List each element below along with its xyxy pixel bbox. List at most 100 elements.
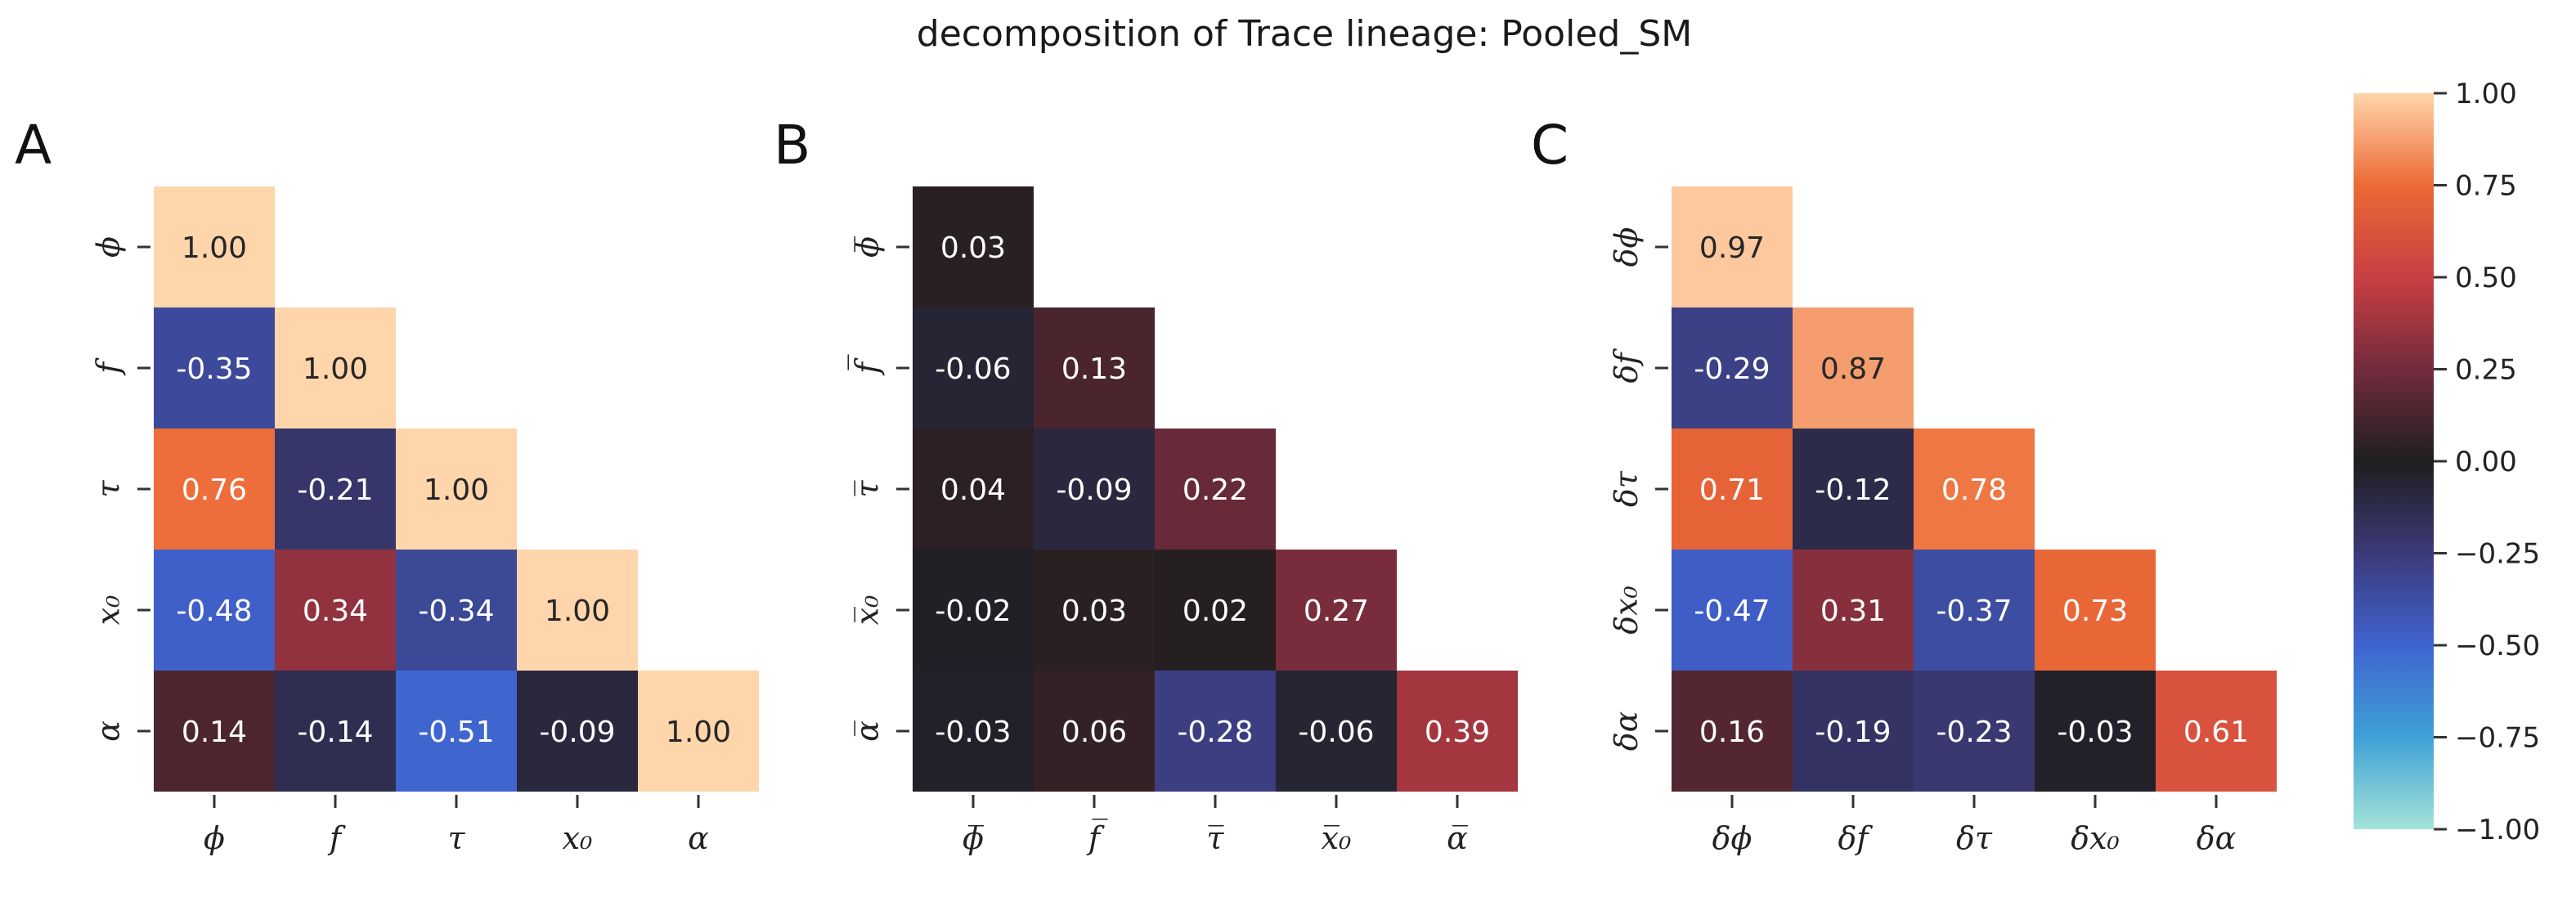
cell-value-label: 1.00: [545, 595, 610, 628]
colorbar-tick-label: 0.00: [2455, 446, 2517, 478]
x-tick-label: τ̅: [1206, 820, 1224, 856]
y-tick-label: δτ: [1609, 470, 1645, 507]
x-tick-label: δf: [1838, 820, 1874, 856]
heatmap-cell: [1793, 307, 1914, 429]
cell-value-label: -0.09: [1056, 473, 1132, 507]
colorbar-tick-label: 1.00: [2455, 78, 2517, 110]
cell-value-label: 0.76: [182, 473, 247, 507]
cell-value-label: -0.09: [539, 716, 615, 749]
heatmap-cell: [154, 429, 275, 550]
heatmap-cell: [154, 307, 275, 429]
heatmap-cell: [913, 671, 1034, 792]
y-tick-label: δϕ: [1609, 227, 1645, 267]
heatmap-cell: [396, 550, 517, 671]
panel-letter-b: B: [774, 114, 810, 177]
heatmap-cell: [1672, 186, 1793, 307]
cell-value-label: 0.61: [2183, 716, 2249, 749]
cell-value-label: 0.31: [1820, 595, 1886, 628]
heatmap-cell: [1034, 307, 1155, 429]
y-tick-label: δα: [1609, 711, 1645, 752]
cell-value-label: 0.34: [303, 595, 368, 628]
y-tick-label: ϕ: [91, 236, 127, 258]
x-tick-label: x₀: [563, 820, 593, 856]
cell-value-label: 0.27: [1304, 595, 1369, 628]
cell-value-label: -0.03: [935, 716, 1011, 749]
x-tick-label: f̅: [1086, 819, 1108, 856]
heatmap-cell: [1155, 429, 1276, 550]
y-tick-label: δx₀: [1609, 586, 1645, 635]
heatmap-cell: [154, 186, 275, 307]
y-tick-label: ϕ̅: [850, 236, 886, 258]
heatmap-cell: [517, 550, 638, 671]
heatmap-cell: [1397, 671, 1518, 792]
heatmap-cell: [1672, 550, 1793, 671]
cell-value-label: 0.02: [1183, 595, 1248, 628]
heatmap-cell: [1276, 550, 1397, 671]
heatmap-cell: [275, 307, 396, 429]
y-tick-label: τ: [91, 480, 127, 498]
x-tick-label: ϕ: [204, 820, 225, 856]
colorbar-tick-label: −0.75: [2455, 722, 2540, 755]
heatmap-cell: [517, 671, 638, 792]
cell-value-label: -0.02: [935, 595, 1011, 628]
cell-value-label: 1.00: [666, 716, 731, 749]
cell-value-label: -0.47: [1694, 595, 1770, 628]
cell-value-label: 1.00: [303, 352, 368, 386]
cell-value-label: -0.34: [418, 595, 494, 628]
heatmap-cell: [1793, 550, 1914, 671]
heatmap-cell: [913, 307, 1034, 429]
colorbar-tick-label: −1.00: [2455, 814, 2540, 846]
cell-value-label: -0.28: [1177, 716, 1253, 749]
x-tick-label: α: [688, 820, 709, 856]
cell-value-label: -0.23: [1936, 716, 2012, 749]
heatmap-cell: [154, 550, 275, 671]
y-tick-label: f̅: [847, 355, 885, 377]
cell-value-label: 0.22: [1183, 473, 1248, 507]
cell-value-label: 0.14: [182, 716, 247, 749]
x-tick-label: x̅₀: [1322, 820, 1352, 856]
heatmap-cell: [1155, 550, 1276, 671]
heatmap-cell: [2035, 671, 2156, 792]
y-tick-label: α: [91, 720, 127, 742]
panel-a: A 1.00 -0.35 1.00 0.76 -0.21 1.00 -0.48 0.34 -0.3…: [15, 114, 759, 856]
heatmap-cell: [1914, 429, 2035, 550]
y-tick-label: x₀: [91, 595, 127, 626]
colorbar-tick-label: 0.25: [2455, 354, 2517, 387]
cell-value-label: -0.51: [418, 716, 494, 749]
figure-title: decomposition of Trace lineage: Pooled_S…: [917, 13, 1692, 55]
panel-letter-c: C: [1531, 114, 1568, 177]
cell-value-label: -0.03: [2057, 716, 2133, 749]
cell-value-label: 0.04: [940, 473, 1006, 507]
cell-value-label: 0.16: [1699, 716, 1765, 749]
cell-value-label: -0.14: [297, 716, 373, 749]
cell-value-label: -0.48: [176, 595, 252, 628]
panel-c: C 0.97 -0.29 0.87 0.71 -0.12 0.78 -0.47 0.31 -0.3…: [1531, 114, 2277, 856]
y-tick-label: τ̅: [850, 480, 886, 498]
cell-value-label: 0.71: [1699, 473, 1765, 507]
colorbar-tick-label: −0.25: [2455, 538, 2540, 571]
heatmap-cell: [1034, 671, 1155, 792]
colorbar-tick-label: 0.50: [2455, 262, 2517, 294]
cell-value-label: 0.13: [1061, 352, 1127, 386]
heatmap-cell: [1672, 429, 1793, 550]
cell-value-label: -0.21: [297, 473, 373, 507]
cell-value-label: 1.00: [182, 231, 247, 265]
x-tick-label: τ: [447, 820, 465, 856]
cell-value-label: -0.37: [1936, 595, 2012, 628]
heatmap-cell: [1672, 671, 1793, 792]
cell-value-label: -0.06: [935, 352, 1011, 386]
cell-value-label: 1.00: [424, 473, 489, 507]
heatmap-cell: [1914, 550, 2035, 671]
x-tick-label: δx₀: [2071, 820, 2120, 856]
heatmap-cell: [275, 550, 396, 671]
colorbar-gradient: [2354, 93, 2434, 829]
heatmap-cell: [1793, 671, 1914, 792]
heatmap-cell: [1914, 671, 2035, 792]
heatmap-cell: [2156, 671, 2277, 792]
heatmap-cell: [1276, 671, 1397, 792]
cell-value-label: 0.39: [1425, 716, 1490, 749]
heatmap-cell: [638, 671, 759, 792]
heatmap-cell: [1155, 671, 1276, 792]
heatmap-cell: [2035, 550, 2156, 671]
